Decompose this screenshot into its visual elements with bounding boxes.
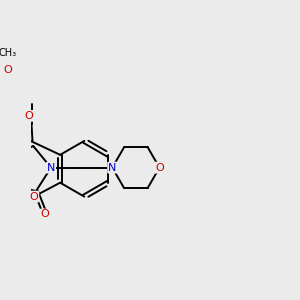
Text: N: N (108, 163, 116, 172)
Text: N: N (47, 163, 55, 172)
Text: O: O (30, 192, 38, 202)
Text: O: O (155, 163, 164, 172)
Text: O: O (3, 65, 12, 75)
Text: CH₃: CH₃ (0, 48, 16, 58)
Text: O: O (25, 111, 34, 121)
Text: O: O (41, 209, 50, 220)
